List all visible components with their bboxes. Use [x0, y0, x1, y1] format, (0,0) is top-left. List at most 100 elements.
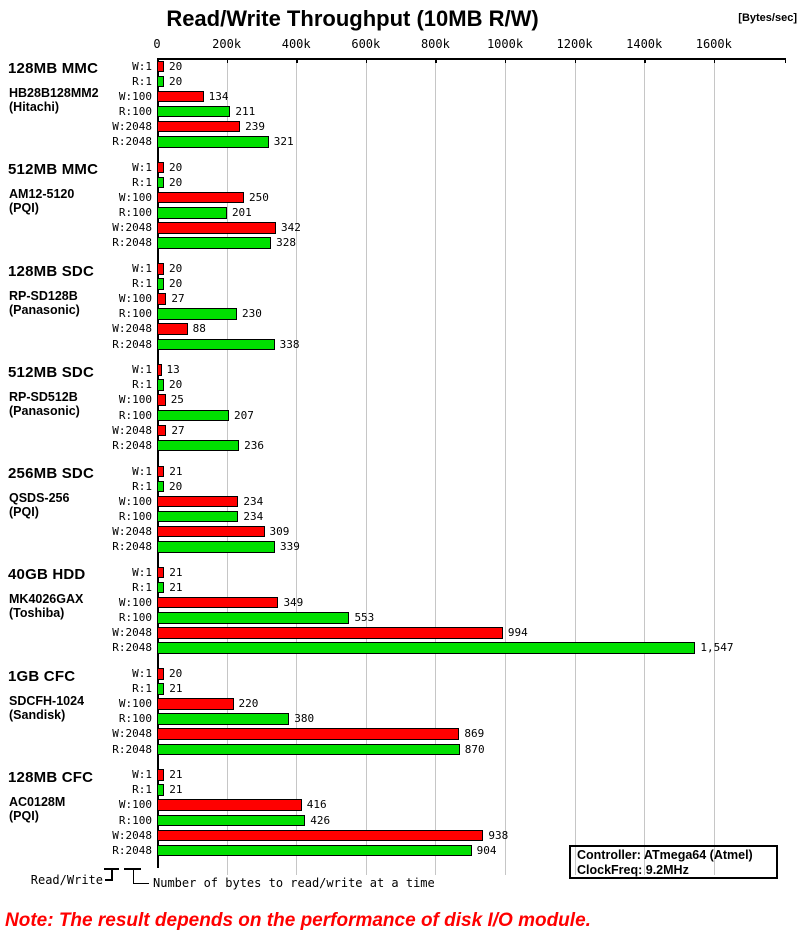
bar-write	[157, 364, 162, 376]
axis-bottom-tick	[574, 868, 576, 875]
row-label: R:100	[118, 813, 152, 827]
value-label: 870	[464, 742, 485, 756]
group-name: 128MB MMC	[8, 60, 99, 77]
value-label: 20	[168, 262, 183, 275]
group-maker: (PQI)	[9, 505, 39, 519]
group-maker: (PQI)	[9, 808, 39, 823]
value-label: 201	[231, 206, 252, 220]
value-label: 239	[245, 119, 266, 133]
footnote-read-write: Read/Write	[30, 873, 103, 887]
footnote-bytes-at-a-time: Number of bytes to read/write at a time	[153, 876, 435, 890]
value-label: 20	[168, 160, 183, 174]
bar-read	[157, 278, 164, 290]
group-model: MK4026GAX	[9, 592, 84, 607]
bar-read	[157, 510, 239, 523]
group-name: 128MB SDC	[8, 262, 94, 280]
gridline	[713, 58, 715, 868]
value-label: 234	[243, 509, 264, 523]
axis-tick-label: 400k	[281, 37, 311, 51]
group-model: AC0128M	[9, 794, 66, 809]
row-label: R:100	[118, 206, 152, 220]
gridline	[365, 58, 367, 868]
bar-write	[157, 293, 167, 305]
bar-read	[157, 541, 275, 553]
bar-write	[157, 424, 167, 437]
gridline	[644, 58, 646, 868]
value-label: 380	[294, 712, 315, 726]
row-label: R:1	[132, 479, 152, 493]
value-label: 220	[238, 697, 259, 711]
axis-tick-label: 200k	[212, 37, 242, 51]
bar-write	[157, 120, 241, 133]
row-label: W:100	[118, 190, 152, 204]
row-label: R:100	[118, 509, 152, 523]
info-box: Controller: ATmega64 (Atmel) ClockFreq: …	[569, 845, 778, 879]
value-label: 21	[169, 768, 183, 782]
bar-read	[157, 480, 164, 493]
row-label: R:1	[132, 682, 152, 696]
bar-write	[157, 769, 165, 781]
bar-read	[157, 105, 231, 118]
group-maker: (PQI)	[9, 201, 39, 216]
bar-write	[157, 566, 165, 579]
axis-tick-label: 1600k	[695, 37, 732, 51]
bar-write	[157, 394, 166, 406]
row-label: R:2048	[112, 438, 152, 452]
group-name: 512MB SDC	[8, 363, 94, 381]
value-label: 88	[192, 322, 206, 336]
info-clockfreq: ClockFreq: 9.2MHz	[577, 863, 689, 877]
group-name: 1GB CFC	[8, 667, 76, 685]
row-label: R:100	[118, 307, 152, 321]
axis-tick	[505, 58, 507, 63]
row-label: R:1	[132, 175, 152, 189]
value-label: 20	[168, 378, 183, 392]
axis-tick-label: 600k	[351, 37, 381, 51]
value-label: 25	[170, 393, 184, 407]
value-label: 938	[488, 828, 509, 842]
axis-tick	[574, 58, 576, 63]
value-label: 20	[168, 59, 183, 73]
axis-tick	[296, 58, 298, 63]
axis-bottom-tick	[713, 868, 715, 875]
group-model: RP-SD128B	[9, 288, 78, 303]
value-label: 20	[168, 74, 183, 88]
bar-write	[157, 627, 503, 639]
row-label: R:2048	[112, 641, 152, 655]
axis-bottom-tick	[296, 868, 298, 875]
axis-bottom-tick	[644, 868, 646, 875]
row-label: W:2048	[112, 626, 152, 640]
row-label: W:1	[132, 565, 152, 579]
group-model: QSDS-256	[9, 491, 70, 505]
gridline	[296, 58, 298, 868]
gridline	[505, 58, 506, 868]
row-label: W:100	[118, 494, 152, 508]
row-label: W:2048	[112, 727, 152, 741]
row-label: W:100	[118, 292, 152, 306]
axis-bottom-tick	[435, 868, 437, 875]
group-name: 128MB CFC	[8, 768, 94, 786]
row-label: W:100	[118, 798, 152, 812]
info-controller: Controller: ATmega64 (Atmel)	[577, 848, 753, 862]
group-name: 40GB HDD	[8, 566, 86, 584]
value-label: 21	[169, 464, 183, 478]
value-label: 21	[169, 580, 183, 594]
row-label: W:100	[118, 595, 152, 609]
bar-read	[157, 176, 164, 189]
bar-write	[157, 668, 164, 680]
bar-read	[157, 581, 165, 594]
bar-write	[157, 222, 277, 234]
row-label: R:1	[132, 580, 152, 594]
bar-write	[157, 525, 265, 538]
bar-write	[157, 60, 164, 72]
bar-read	[157, 844, 472, 857]
group-model: HB28B128MM2	[9, 86, 99, 100]
value-label: 328	[276, 236, 297, 250]
bar-read	[157, 683, 165, 695]
bar-read	[157, 379, 164, 391]
gridline	[574, 58, 576, 868]
bar-write	[157, 728, 460, 740]
group-name: 256MB SDC	[8, 465, 94, 482]
value-label: 13	[166, 363, 180, 377]
row-label: R:1	[132, 783, 152, 797]
